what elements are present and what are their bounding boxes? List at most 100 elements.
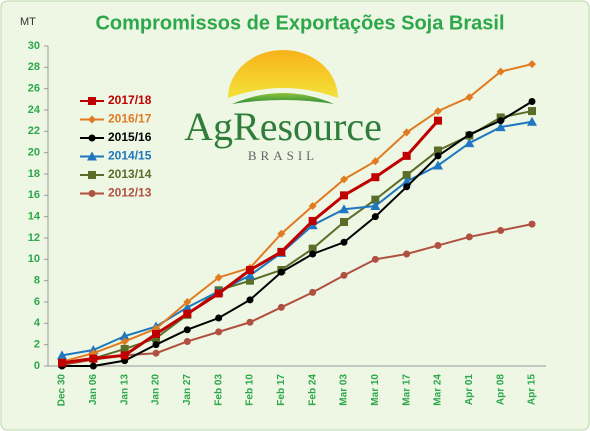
y-tick-label: 18	[28, 168, 40, 180]
marker	[497, 117, 505, 125]
marker	[183, 309, 192, 318]
marker	[339, 204, 349, 214]
x-tick-label: Apr 01	[464, 374, 475, 406]
marker	[434, 107, 442, 116]
marker	[497, 227, 505, 235]
marker	[57, 350, 67, 360]
marker	[183, 337, 191, 345]
marker	[215, 328, 223, 336]
legend-label: 2016/17	[108, 112, 152, 126]
marker	[371, 255, 379, 263]
marker	[464, 138, 475, 148]
marker	[308, 216, 317, 225]
y-tick-label: 6	[34, 296, 40, 308]
x-tick-label: Feb 24	[307, 374, 318, 406]
marker	[246, 318, 254, 326]
marker	[402, 171, 411, 180]
marker	[89, 362, 97, 370]
marker	[340, 191, 348, 200]
y-tick-label: 10	[28, 253, 40, 265]
marker	[277, 229, 286, 238]
legend-label: 2012/13	[108, 186, 152, 200]
marker	[403, 183, 411, 191]
series	[58, 60, 536, 366]
marker	[371, 173, 380, 182]
series	[58, 116, 442, 367]
y-axis-label: MT	[20, 16, 36, 28]
y-tick-label: 28	[28, 61, 40, 73]
x-tick-label: Dec 30	[57, 374, 68, 407]
y-tick-label: 0	[34, 360, 40, 372]
marker	[371, 213, 379, 221]
marker	[434, 116, 442, 125]
y-tick-label: 20	[28, 147, 40, 159]
legend-label: 2017/18	[108, 93, 152, 107]
marker	[277, 268, 285, 276]
logo: AgResource BRASIL	[184, 50, 382, 163]
marker	[371, 157, 380, 166]
x-tick-label: Jan 13	[119, 374, 130, 406]
marker	[183, 326, 191, 334]
marker	[340, 271, 348, 279]
x-tick-label: Apr 08	[495, 374, 506, 406]
marker	[214, 273, 223, 282]
marker	[434, 241, 442, 249]
marker	[119, 331, 130, 341]
marker	[214, 289, 223, 298]
marker	[370, 201, 381, 210]
marker	[88, 97, 96, 105]
x-tick-label: Apr 15	[527, 374, 538, 406]
marker	[246, 266, 254, 274]
marker	[246, 296, 254, 304]
series	[57, 116, 537, 360]
marker	[403, 250, 411, 258]
marker	[89, 354, 98, 363]
x-tick-label: Mar 17	[401, 374, 412, 406]
logo-sun	[228, 50, 338, 98]
x-tick-label: Feb 03	[213, 374, 224, 406]
marker	[434, 146, 442, 155]
x-tick-label: Jan 20	[151, 374, 162, 406]
marker	[528, 97, 536, 105]
marker	[465, 131, 473, 139]
series-line	[61, 223, 533, 366]
marker	[371, 195, 380, 204]
marker	[152, 341, 160, 349]
marker	[246, 276, 254, 285]
marker	[465, 93, 474, 102]
x-tick-label: Jan 27	[182, 374, 193, 406]
y-tick-label: 30	[28, 40, 40, 52]
marker	[152, 349, 160, 357]
marker	[528, 107, 536, 116]
series-line	[61, 120, 533, 357]
marker	[528, 220, 536, 228]
marker	[528, 60, 536, 69]
chart-title: Compromissos de Exportações Soja Brasil	[95, 12, 504, 34]
marker	[309, 288, 317, 296]
y-tick-label: 24	[28, 104, 41, 116]
marker	[527, 116, 537, 126]
y-tick-label: 4	[34, 317, 41, 329]
y-tick-label: 22	[28, 125, 40, 137]
x-tick-label: Mar 10	[370, 374, 381, 406]
legend-label: 2013/14	[108, 167, 152, 181]
marker	[58, 358, 66, 367]
marker	[402, 128, 411, 137]
marker	[245, 270, 255, 280]
marker	[120, 351, 129, 360]
marker	[277, 247, 286, 256]
legend-label: 2015/16	[108, 130, 152, 144]
marker	[88, 134, 96, 142]
marker	[88, 115, 96, 124]
marker	[402, 151, 411, 160]
marker	[495, 122, 506, 132]
legend-label: 2014/15	[108, 149, 152, 163]
y-tick-label: 14	[28, 211, 41, 223]
marker	[182, 302, 193, 312]
x-tick-label: Feb 10	[245, 374, 256, 406]
marker	[308, 244, 317, 253]
series-line	[62, 100, 533, 367]
x-tick-label: Jan 06	[88, 374, 99, 406]
series-line	[61, 63, 533, 363]
